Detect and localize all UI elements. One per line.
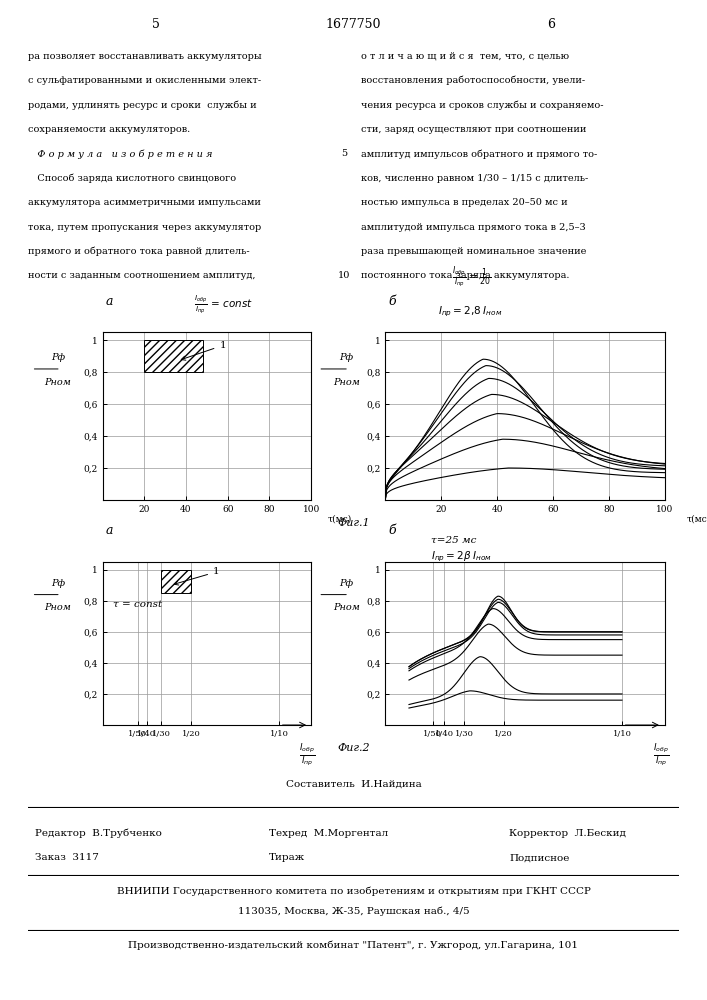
Text: Рф: Рф [51, 579, 65, 588]
Text: амплитудой импульса прямого тока в 2,5–3: амплитудой импульса прямого тока в 2,5–3 [361, 223, 585, 232]
Text: а: а [106, 523, 113, 536]
Text: Рном: Рном [45, 603, 71, 612]
Text: Рном: Рном [333, 603, 360, 612]
Text: 1: 1 [174, 567, 220, 585]
Text: постоянного тока заряда аккумулятора.: постоянного тока заряда аккумулятора. [361, 271, 569, 280]
Text: тока, путем пропускания через аккумулятор: тока, путем пропускания через аккумулято… [28, 223, 262, 232]
Text: ВНИИПИ Государственного комитета по изобретениям и открытиям при ГКНТ СССР: ВНИИПИ Государственного комитета по изоб… [117, 886, 590, 896]
Text: Ф о р м у л а   и з о б р е т е н и я: Ф о р м у л а и з о б р е т е н и я [28, 149, 213, 159]
Text: $I_{пр}=2\beta\;I_{ном}$: $I_{пр}=2\beta\;I_{ном}$ [431, 550, 492, 564]
Text: прямого и обратного тока равной длитель-: прямого и обратного тока равной длитель- [28, 247, 250, 256]
Text: сохраняемости аккумуляторов.: сохраняемости аккумуляторов. [28, 125, 190, 134]
Text: амплитуд импульсов обратного и прямого то-: амплитуд импульсов обратного и прямого т… [361, 149, 597, 159]
Text: $\frac{I_{обр}}{I_{пр}}$ = const: $\frac{I_{обр}}{I_{пр}}$ = const [194, 293, 253, 316]
Text: Рф: Рф [51, 353, 65, 362]
Text: б: б [389, 523, 396, 536]
Text: $\frac{I_{обр}}{I_{пр}} = \frac{1}{20}$: $\frac{I_{обр}}{I_{пр}} = \frac{1}{20}$ [452, 264, 492, 290]
Text: 113035, Москва, Ж-35, Раушская наб., 4/5: 113035, Москва, Ж-35, Раушская наб., 4/5 [238, 906, 469, 916]
Text: родами, удлинять ресурс и сроки  службы и: родами, удлинять ресурс и сроки службы и [28, 100, 257, 110]
Text: Фиг.1: Фиг.1 [337, 518, 370, 528]
Text: раза превышающей номинальное значение: раза превышающей номинальное значение [361, 247, 586, 256]
Text: τ(мс): τ(мс) [687, 515, 707, 524]
Text: о т л и ч а ю щ и й с я  тем, что, с целью: о т л и ч а ю щ и й с я тем, что, с цель… [361, 52, 568, 61]
Text: б: б [389, 295, 396, 308]
Text: $\frac{I_{обр}}{I_{пр}}$: $\frac{I_{обр}}{I_{пр}}$ [300, 742, 315, 768]
Text: Производственно-издательский комбинат "Патент", г. Ужгород, ул.Гагарина, 101: Производственно-издательский комбинат "П… [129, 941, 578, 950]
Text: а: а [106, 295, 113, 308]
Text: чения ресурса и сроков службы и сохраняемо-: чения ресурса и сроков службы и сохраняе… [361, 100, 603, 110]
Text: Рф: Рф [339, 353, 354, 362]
Text: 1: 1 [181, 341, 226, 360]
Text: 5: 5 [151, 18, 160, 31]
Text: τ = const: τ = const [113, 599, 162, 608]
Text: $\frac{I_{обр}}{I_{пр}}$: $\frac{I_{обр}}{I_{пр}}$ [653, 742, 669, 768]
Text: Фиг.2: Фиг.2 [337, 743, 370, 753]
Text: аккумулятора асимметричными импульсами: аккумулятора асимметричными импульсами [28, 198, 261, 207]
Text: Подписное: Подписное [509, 853, 569, 862]
Text: восстановления работоспособности, увели-: восстановления работоспособности, увели- [361, 76, 585, 85]
Text: Редактор  В.Трубченко: Редактор В.Трубченко [35, 828, 162, 838]
Text: 6: 6 [547, 18, 556, 31]
Text: Рном: Рном [333, 378, 360, 387]
Text: Тираж: Тираж [269, 853, 305, 862]
Text: ностью импульса в пределах 20–50 мс и: ностью импульса в пределах 20–50 мс и [361, 198, 567, 207]
Text: Рном: Рном [45, 378, 71, 387]
Text: Составитель  И.Найдина: Составитель И.Найдина [286, 780, 421, 789]
Text: с сульфатированными и окисленными элект-: с сульфатированными и окисленными элект- [28, 76, 262, 85]
Text: Заказ  3117: Заказ 3117 [35, 853, 99, 862]
Text: Корректор  Л.Бескид: Корректор Л.Бескид [509, 828, 626, 838]
Text: ра позволяет восстанавливать аккумуляторы: ра позволяет восстанавливать аккумулятор… [28, 52, 262, 61]
Text: $I_{пр}=2{,}8\;I_{ном}$: $I_{пр}=2{,}8\;I_{ном}$ [438, 305, 503, 319]
Text: сти, заряд осуществляют при соотношении: сти, заряд осуществляют при соотношении [361, 125, 586, 134]
Bar [144, 340, 203, 372]
Text: τ=25 мс: τ=25 мс [431, 535, 477, 544]
Text: 1677750: 1677750 [326, 18, 381, 31]
Text: ности с заданным соотношением амплитуд,: ности с заданным соотношением амплитуд, [28, 271, 256, 280]
Text: Способ заряда кислотного свинцового: Способ заряда кислотного свинцового [28, 173, 236, 183]
Text: 5: 5 [341, 149, 347, 158]
Text: 10: 10 [338, 271, 351, 280]
Bar [161, 570, 191, 593]
Text: Техред  М.Моргентал: Техред М.Моргентал [269, 828, 388, 838]
Text: Рф: Рф [339, 579, 354, 588]
Text: τ(мс): τ(мс) [328, 515, 352, 524]
Text: ков, численно равном 1/30 – 1/15 с длитель-: ков, численно равном 1/30 – 1/15 с длите… [361, 174, 588, 183]
